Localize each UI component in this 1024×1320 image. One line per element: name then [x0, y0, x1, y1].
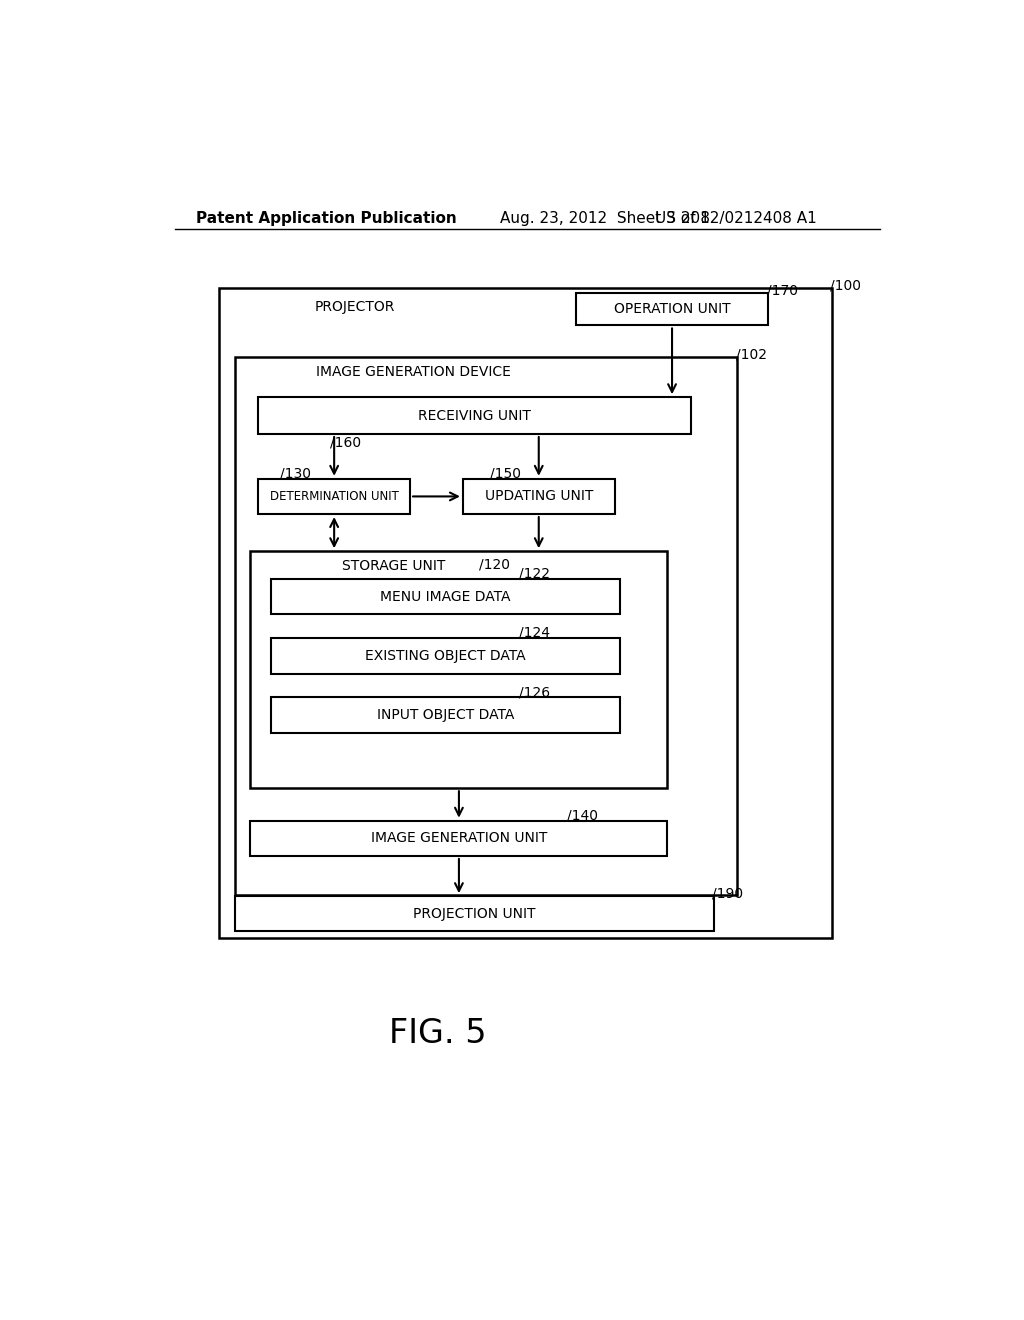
Text: PROJECTION UNIT: PROJECTION UNIT — [413, 907, 536, 921]
Bar — [234, 896, 714, 932]
Bar — [271, 638, 621, 673]
Bar — [251, 821, 668, 857]
Text: MENU IMAGE DATA: MENU IMAGE DATA — [381, 590, 511, 603]
Text: /102: /102 — [735, 348, 767, 362]
Text: /150: /150 — [489, 466, 521, 480]
Bar — [251, 552, 668, 788]
Bar — [258, 397, 690, 434]
Text: /120: /120 — [479, 557, 510, 572]
Text: RECEIVING UNIT: RECEIVING UNIT — [418, 409, 530, 422]
Text: /190: /190 — [713, 887, 743, 900]
Text: INPUT OBJECT DATA: INPUT OBJECT DATA — [377, 708, 514, 722]
Text: EXISTING OBJECT DATA: EXISTING OBJECT DATA — [366, 649, 526, 663]
Text: Aug. 23, 2012  Sheet 3 of 8: Aug. 23, 2012 Sheet 3 of 8 — [500, 211, 710, 226]
Bar — [234, 358, 737, 895]
Bar — [463, 479, 614, 513]
Text: /130: /130 — [280, 466, 311, 480]
Bar — [258, 479, 410, 513]
Text: US 2012/0212408 A1: US 2012/0212408 A1 — [655, 211, 817, 226]
Bar — [271, 697, 621, 733]
Text: /124: /124 — [519, 626, 550, 640]
Text: FIG. 5: FIG. 5 — [389, 1016, 486, 1049]
Text: DETERMINATION UNIT: DETERMINATION UNIT — [269, 490, 398, 503]
Bar — [271, 578, 621, 614]
Text: Patent Application Publication: Patent Application Publication — [197, 211, 457, 226]
Text: /160: /160 — [330, 436, 360, 450]
Text: /100: /100 — [830, 279, 861, 293]
Text: /170: /170 — [767, 284, 798, 298]
Text: /122: /122 — [519, 566, 550, 581]
Text: IMAGE GENERATION DEVICE: IMAGE GENERATION DEVICE — [315, 366, 511, 379]
Text: /126: /126 — [519, 685, 551, 700]
Text: PROJECTOR: PROJECTOR — [315, 300, 395, 314]
Bar — [575, 293, 768, 326]
Text: UPDATING UNIT: UPDATING UNIT — [484, 490, 593, 503]
Text: IMAGE GENERATION UNIT: IMAGE GENERATION UNIT — [371, 832, 547, 845]
Bar — [219, 288, 831, 939]
Text: OPERATION UNIT: OPERATION UNIT — [613, 302, 730, 317]
Text: STORAGE UNIT: STORAGE UNIT — [342, 560, 445, 573]
Text: /140: /140 — [566, 808, 598, 822]
